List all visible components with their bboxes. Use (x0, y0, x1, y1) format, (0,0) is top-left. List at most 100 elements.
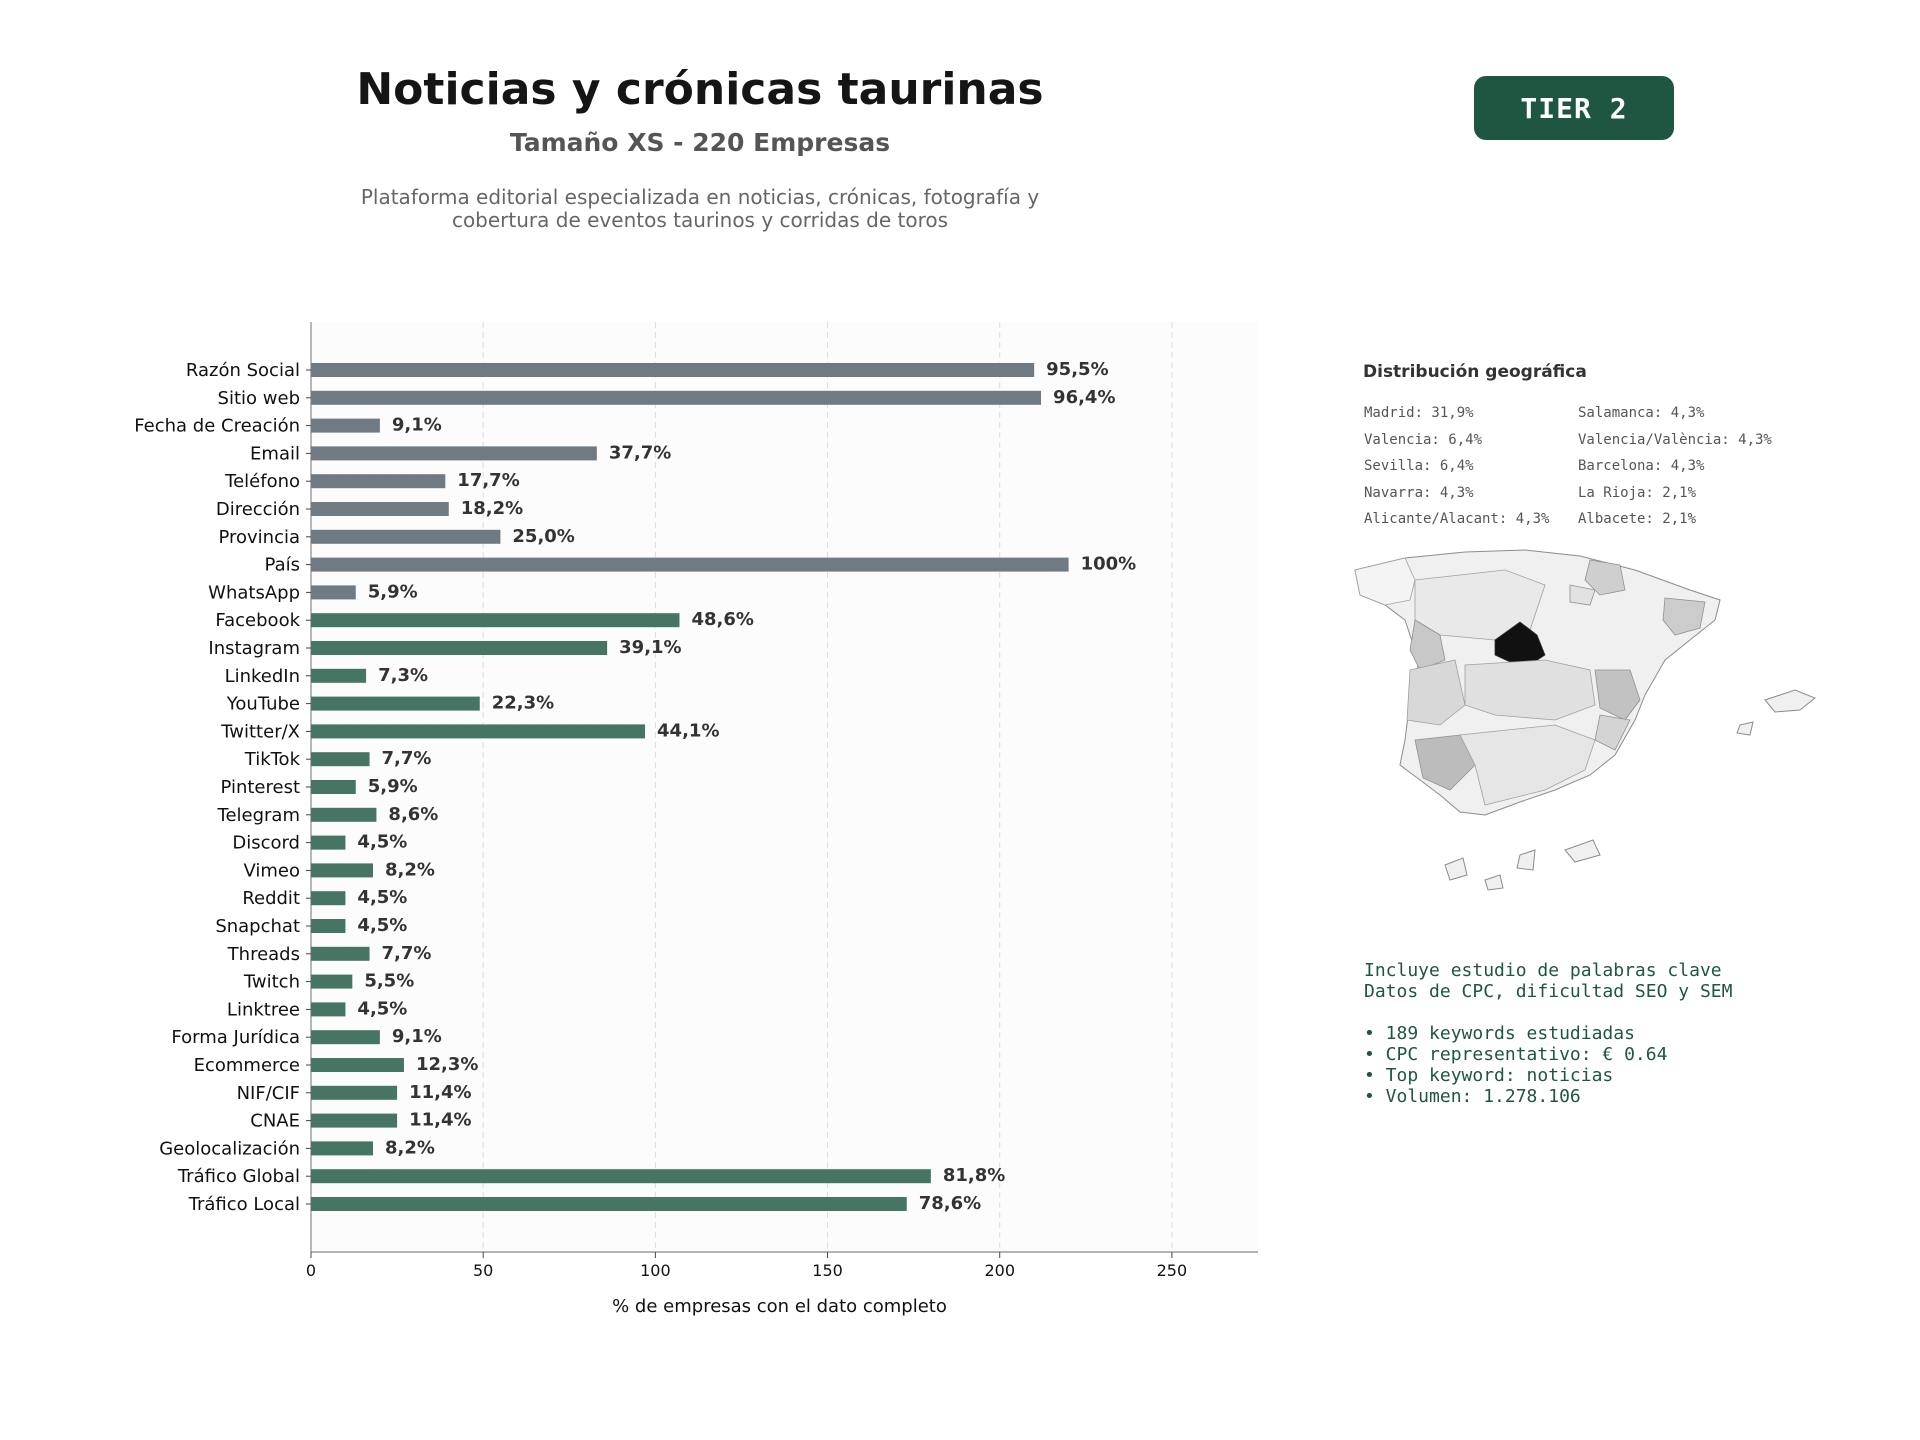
category-label: Ecommerce (194, 1055, 300, 1076)
data-label: 8,2% (385, 1137, 435, 1158)
geo-item: Barcelona: 4,3% (1578, 458, 1705, 474)
map-canary-2 (1484, 874, 1504, 891)
category-label: Instagram (208, 638, 300, 659)
geo-item: Valencia/València: 4,3% (1578, 431, 1772, 448)
data-label: 17,7% (457, 470, 519, 491)
bar (311, 474, 446, 489)
data-label: 5,5% (364, 971, 414, 992)
bar (311, 668, 367, 683)
map-region-valencia (1594, 669, 1641, 721)
category-label: Teléfono (224, 471, 300, 492)
bar (311, 835, 346, 850)
data-label: 4,5% (357, 998, 407, 1019)
category-label: Linktree (227, 999, 300, 1020)
map-region-andalucia (1459, 724, 1596, 806)
data-label: 11,4% (409, 1110, 471, 1131)
x-tick-label: 100 (640, 1261, 671, 1280)
data-label: 7,7% (382, 748, 432, 769)
keywords-bullet-3: • Top keyword: noticias (1364, 1065, 1614, 1086)
category-label: CNAE (250, 1111, 300, 1132)
category-label: Twitter/X (220, 721, 300, 742)
keywords-info: Incluye estudio de palabras clave Datos … (1364, 960, 1732, 1107)
category-label: WhatsApp (208, 582, 300, 603)
data-label: 48,6% (691, 609, 753, 630)
bar (311, 390, 1042, 405)
category-label: YouTube (226, 694, 300, 715)
map-region-castilla-mancha (1464, 659, 1596, 721)
x-tick-label: 250 (1157, 1261, 1188, 1280)
category-label: Email (250, 443, 300, 464)
geo-item: Salamanca: 4,3% (1578, 405, 1705, 421)
geo-item: Valencia: 6,4% (1364, 431, 1483, 448)
category-label: LinkedIn (225, 666, 300, 687)
geo-item: Sevilla: 6,4% (1364, 458, 1474, 474)
geo-item: Albacete: 2,1% (1578, 511, 1697, 527)
data-label: 11,4% (409, 1082, 471, 1103)
bar (311, 1030, 380, 1045)
data-label: 100% (1081, 554, 1137, 575)
description-line-1: Plataforma editorial especializada en no… (360, 185, 1040, 209)
category-label: Twitch (243, 972, 300, 993)
bar (311, 585, 356, 600)
bar (311, 1113, 398, 1128)
bar (311, 641, 608, 655)
map-balearic (1764, 689, 1816, 713)
bar (311, 1085, 398, 1100)
data-label: 95,5% (1046, 359, 1108, 380)
data-label: 7,3% (378, 665, 428, 686)
category-label: Snapchat (215, 916, 300, 937)
page-description: Plataforma editorial especializada en no… (300, 186, 1100, 232)
x-tick-label: 200 (984, 1261, 1015, 1280)
page-subtitle: Tamaño XS - 220 Empresas (509, 128, 891, 157)
bar (311, 780, 356, 794)
bar (311, 446, 597, 461)
map-region-galicia (1354, 557, 1416, 606)
data-label: 9,1% (392, 1026, 442, 1047)
keywords-bullet-2: • CPC representativo: € 0.64 (1364, 1044, 1668, 1065)
data-label: 96,4% (1053, 387, 1115, 408)
map-region-barcelona (1662, 597, 1706, 636)
bar (311, 1169, 931, 1184)
bar (311, 863, 373, 878)
bar (311, 1197, 907, 1211)
data-label: 12,3% (416, 1054, 478, 1075)
data-label: 25,0% (512, 526, 574, 547)
bar (311, 502, 449, 516)
data-label: 7,7% (382, 943, 432, 964)
map-region-madrid (1494, 621, 1546, 666)
x-tick-label: 50 (473, 1261, 493, 1280)
category-label: Discord (232, 833, 300, 854)
map-canary-3 (1516, 849, 1536, 871)
map-region-la-rioja (1569, 584, 1596, 606)
category-label: Tráfico Global (177, 1166, 300, 1187)
bar (311, 1058, 404, 1072)
page-title: Noticias y crónicas taurinas (356, 64, 1044, 115)
keywords-line-1: Incluye estudio de palabras clave (1364, 960, 1722, 981)
bar (311, 529, 501, 544)
data-label: 18,2% (461, 498, 523, 519)
map-region-sevilla (1414, 734, 1476, 791)
geo-item: Madrid: 31,9% (1364, 405, 1474, 421)
map-canary-1 (1444, 857, 1468, 881)
keywords-bullet-4: • Volumen: 1.278.106 (1364, 1086, 1581, 1107)
bar (311, 1141, 373, 1156)
bar (311, 946, 370, 961)
tier-badge: TIER 2 (1474, 76, 1674, 140)
bar (311, 613, 680, 628)
data-label: 8,2% (385, 859, 435, 880)
description-line-2: cobertura de eventos taurinos y corridas… (451, 208, 949, 232)
map-region-extremadura (1406, 659, 1466, 726)
data-label: 78,6% (919, 1193, 981, 1214)
bar (311, 1002, 346, 1017)
spain-map (1354, 549, 1816, 891)
map-canary-4 (1564, 839, 1601, 863)
data-label: 4,5% (357, 915, 407, 936)
bar (311, 557, 1069, 572)
data-label: 39,1% (619, 637, 681, 658)
category-label: Fecha de Creación (134, 416, 300, 437)
category-label: Forma Jurídica (171, 1027, 300, 1048)
category-label: Threads (227, 944, 300, 965)
keywords-line-2: Datos de CPC, dificultad SEO y SEM (1364, 981, 1733, 1002)
category-label: Sitio web (218, 388, 300, 409)
geo-item: Alicante/Alacant: 4,3% (1364, 511, 1550, 527)
